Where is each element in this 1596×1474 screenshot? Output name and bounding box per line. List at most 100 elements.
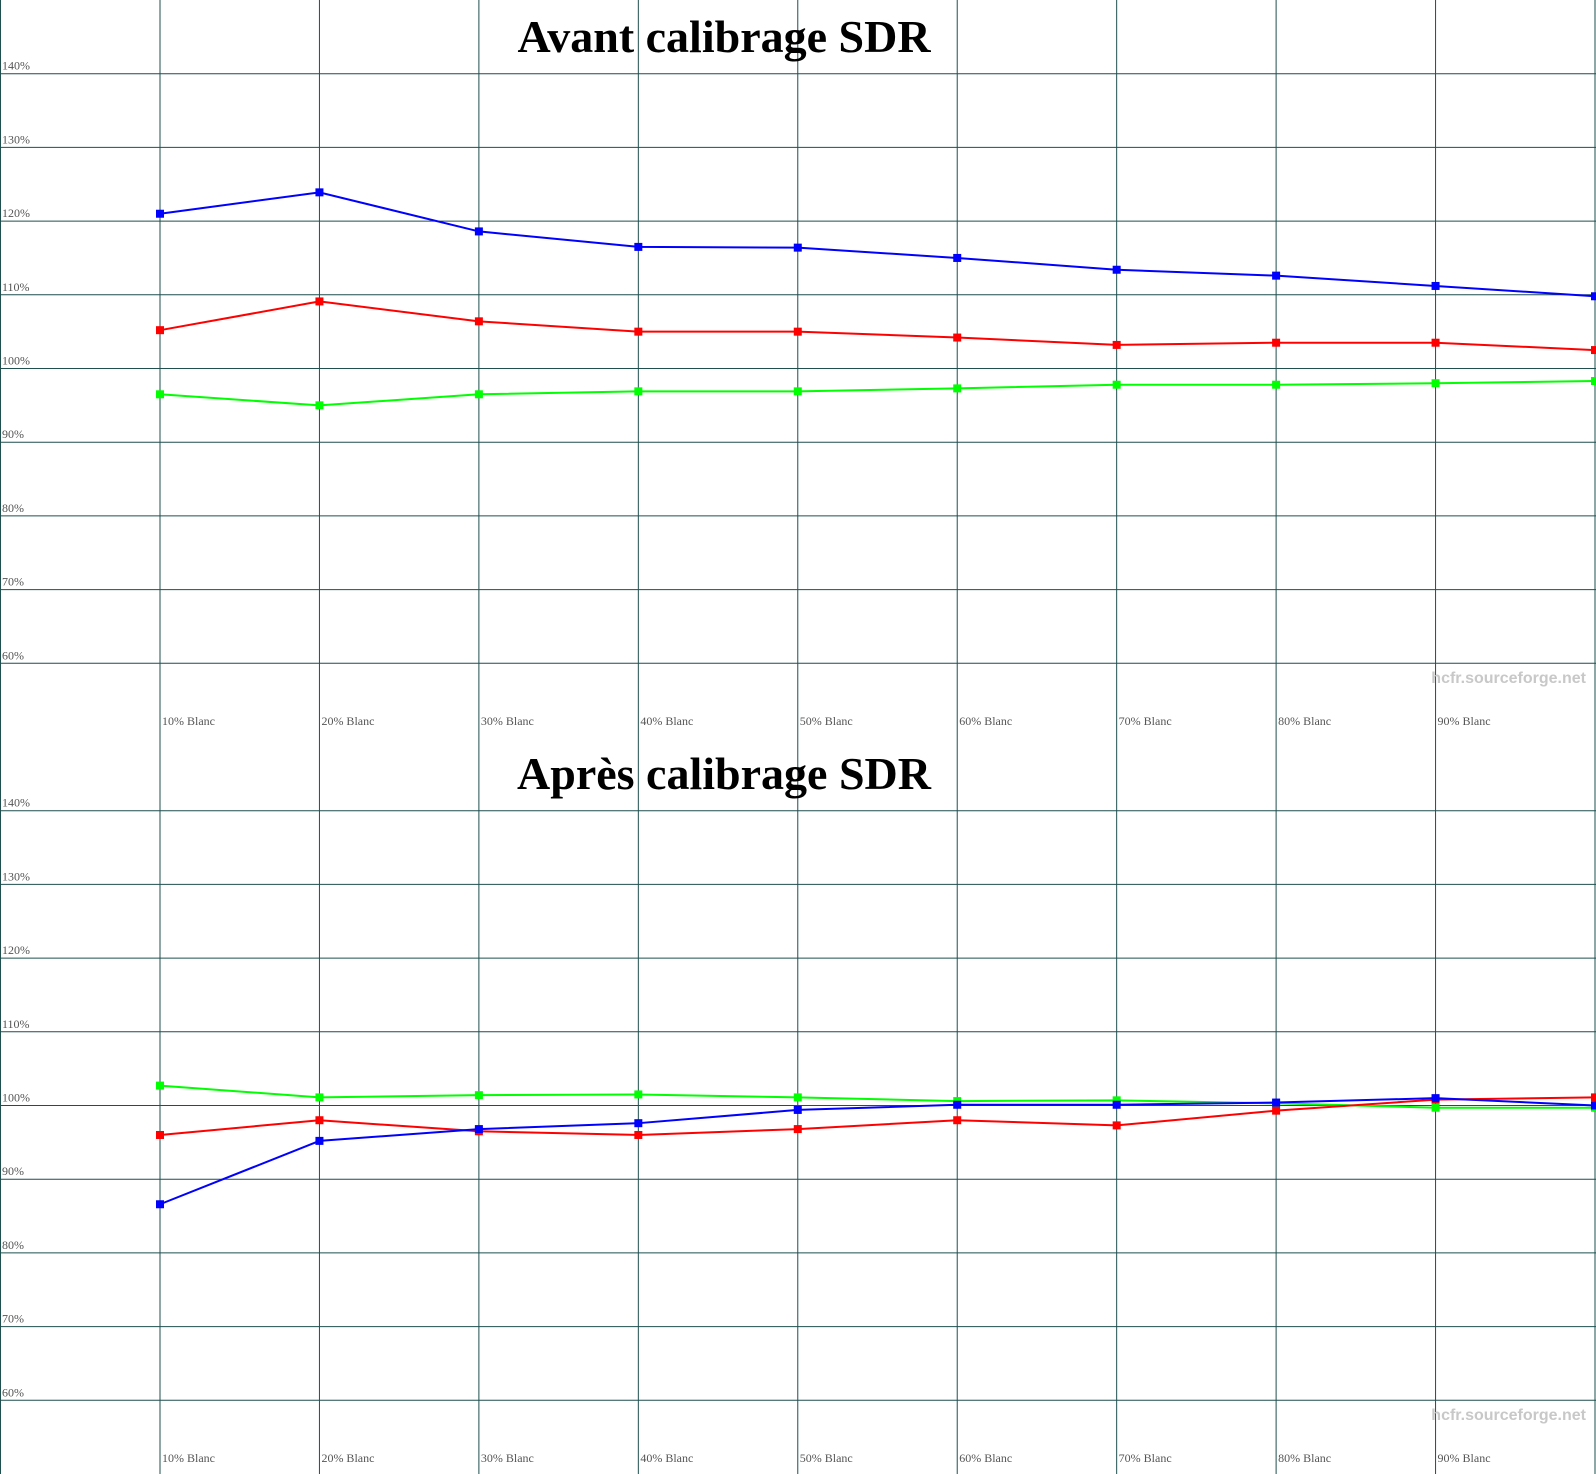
data-point	[315, 1093, 324, 1102]
data-point	[634, 242, 643, 251]
data-point	[156, 1081, 164, 1090]
data-point	[793, 243, 802, 252]
data-point	[1272, 1106, 1281, 1115]
watermark: hcfr.sourceforge.net	[1431, 670, 1586, 687]
data-point	[793, 327, 802, 336]
chart-title: Avant calibrage SDR	[517, 11, 931, 62]
y-tick-label: 130%	[2, 132, 30, 146]
data-point	[634, 327, 643, 336]
x-tick-label: 50% Blanc	[800, 1451, 853, 1465]
y-tick-label: 70%	[2, 1312, 24, 1326]
data-point	[1112, 1100, 1121, 1109]
data-point	[1431, 1094, 1440, 1103]
data-point	[156, 1200, 164, 1209]
data-point	[1431, 281, 1440, 290]
data-point	[315, 401, 324, 410]
data-point	[1272, 1098, 1281, 1107]
x-tick-label: 80% Blanc	[1278, 1451, 1331, 1465]
y-tick-label: 90%	[2, 427, 24, 441]
y-tick-label: 60%	[2, 648, 24, 662]
data-point	[1591, 377, 1596, 386]
y-tick-label: 120%	[2, 206, 30, 220]
data-point	[156, 1130, 164, 1139]
data-point	[793, 1125, 802, 1134]
data-point	[474, 227, 483, 236]
watermark: hcfr.sourceforge.net	[1431, 1407, 1586, 1424]
x-tick-label: 10% Blanc	[162, 1451, 215, 1465]
y-tick-label: 80%	[2, 1238, 24, 1252]
x-tick-label: 60% Blanc	[959, 1451, 1012, 1465]
data-point	[793, 387, 802, 396]
data-point	[156, 326, 164, 335]
y-tick-label: 140%	[2, 59, 30, 73]
data-point	[1112, 380, 1121, 389]
data-point	[634, 1119, 643, 1128]
data-point	[1272, 338, 1281, 347]
y-tick-label: 130%	[2, 869, 30, 883]
data-point	[1591, 346, 1596, 355]
x-tick-label: 20% Blanc	[321, 1451, 374, 1465]
x-tick-label: 80% Blanc	[1278, 714, 1331, 728]
data-point	[1591, 1101, 1596, 1110]
data-point	[953, 333, 962, 342]
data-point	[793, 1105, 802, 1114]
data-point	[1112, 1096, 1121, 1105]
data-point	[474, 390, 483, 399]
data-point	[953, 253, 962, 262]
x-tick-label: 70% Blanc	[1119, 1451, 1172, 1465]
data-point	[315, 1136, 324, 1145]
data-point	[1431, 379, 1440, 388]
series-line	[159, 191, 1596, 298]
x-tick-label: 60% Blanc	[959, 714, 1012, 728]
data-point	[1112, 265, 1121, 274]
y-tick-label: 120%	[2, 943, 30, 957]
data-point	[1431, 338, 1440, 347]
y-tick-label: 110%	[2, 280, 30, 294]
data-point	[634, 387, 643, 396]
x-tick-label: 30% Blanc	[481, 714, 534, 728]
data-point	[1272, 380, 1281, 389]
x-tick-label: 30% Blanc	[481, 1451, 534, 1465]
data-point	[634, 1090, 643, 1099]
data-point	[1591, 1093, 1596, 1102]
series-line	[159, 300, 1596, 352]
data-point	[1431, 1103, 1440, 1112]
x-tick-label: 20% Blanc	[321, 714, 374, 728]
series-line	[159, 1096, 1596, 1136]
data-point	[156, 390, 164, 399]
data-point	[315, 1116, 324, 1125]
y-tick-label: 80%	[2, 501, 24, 515]
x-tick-label: 70% Blanc	[1119, 714, 1172, 728]
data-point	[1112, 340, 1121, 349]
x-tick-label: 10% Blanc	[162, 714, 215, 728]
y-tick-label: 90%	[2, 1164, 24, 1178]
y-tick-label: 60%	[2, 1385, 24, 1399]
x-tick-label: 90% Blanc	[1438, 1451, 1491, 1465]
data-point	[953, 1100, 962, 1109]
data-point	[156, 209, 164, 218]
chart-title: Après calibrage SDR	[517, 748, 932, 799]
data-point	[793, 1093, 802, 1102]
data-point	[953, 384, 962, 393]
y-tick-label: 140%	[2, 796, 30, 810]
data-point	[474, 1125, 483, 1134]
y-tick-label: 70%	[2, 575, 24, 589]
data-point	[315, 188, 324, 197]
x-tick-label: 40% Blanc	[640, 714, 693, 728]
data-point	[953, 1116, 962, 1125]
y-tick-label: 100%	[2, 1091, 30, 1105]
series-line	[159, 380, 1596, 407]
data-point	[634, 1130, 643, 1139]
data-point	[474, 1091, 483, 1100]
y-tick-label: 100%	[2, 354, 30, 368]
data-point	[1272, 271, 1281, 280]
y-tick-label: 110%	[2, 1017, 30, 1031]
data-point	[1591, 292, 1596, 301]
chart: 60% 70% 80% 90% 100% 110% 120% 130% 140% 10% Blan…	[0, 737, 1596, 1474]
x-tick-label: 90% Blanc	[1438, 714, 1491, 728]
data-point	[474, 317, 483, 326]
x-tick-label: 50% Blanc	[800, 714, 853, 728]
series-line	[159, 1097, 1596, 1206]
data-point	[1112, 1121, 1121, 1130]
